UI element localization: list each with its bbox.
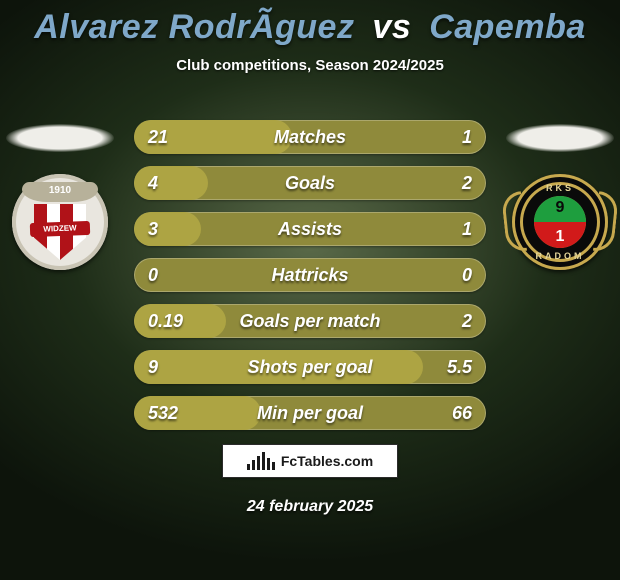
crest-right-bottom-arc: RADOM bbox=[522, 251, 598, 261]
club-crest-left: 1910 WIDZEW bbox=[12, 174, 108, 270]
stat-right-value: 1 bbox=[430, 219, 472, 240]
stat-row: 0Hattricks0 bbox=[134, 258, 486, 292]
crest-right-bot-num: 1 bbox=[534, 228, 586, 246]
crest-right-top-num: 9 bbox=[534, 199, 586, 217]
stat-rows: 21Matches1 4Goals2 3Assists1 0Hattricks0 0.1… bbox=[134, 120, 486, 430]
stat-row: 3Assists1 bbox=[134, 212, 486, 246]
brand-badge: FcTables.com bbox=[222, 444, 398, 478]
stat-right-value: 66 bbox=[430, 403, 472, 424]
oval-right bbox=[506, 124, 614, 152]
stat-right-value: 0 bbox=[430, 265, 472, 286]
stat-right-value: 1 bbox=[430, 127, 472, 148]
club-crest-right: RKS RADOM 9 1 bbox=[512, 174, 608, 270]
stat-row: 21Matches1 bbox=[134, 120, 486, 154]
player-left-name: Alvarez RodrÃ­guez bbox=[34, 8, 354, 46]
crest-left-ribbon: WIDZEW bbox=[30, 221, 90, 237]
stat-row: 0.19Goals per match2 bbox=[134, 304, 486, 338]
page-subtitle: Club competitions, Season 2024/2025 bbox=[0, 57, 620, 74]
crest-right-inner: 9 1 bbox=[534, 196, 586, 248]
footer-date: 24 february 2025 bbox=[0, 498, 620, 516]
crest-right-top-arc: RKS bbox=[522, 183, 598, 193]
brand-text: FcTables.com bbox=[281, 453, 373, 469]
page-title: Alvarez RodrÃ­guez vs Capemba bbox=[0, 0, 620, 47]
stat-right-value: 5.5 bbox=[430, 357, 472, 378]
crest-left-year: 1910 bbox=[22, 182, 98, 202]
stat-row: 532Min per goal66 bbox=[134, 396, 486, 430]
stat-row: 4Goals2 bbox=[134, 166, 486, 200]
vs-separator: vs bbox=[372, 8, 411, 46]
oval-left bbox=[6, 124, 114, 152]
stat-right-value: 2 bbox=[430, 311, 472, 332]
stat-right-value: 2 bbox=[430, 173, 472, 194]
stat-row: 9Shots per goal5.5 bbox=[134, 350, 486, 384]
brand-bars-icon bbox=[247, 452, 275, 470]
player-right-name: Capemba bbox=[429, 8, 586, 46]
content-root: Alvarez RodrÃ­guez vs Capemba Club compe… bbox=[0, 0, 620, 580]
